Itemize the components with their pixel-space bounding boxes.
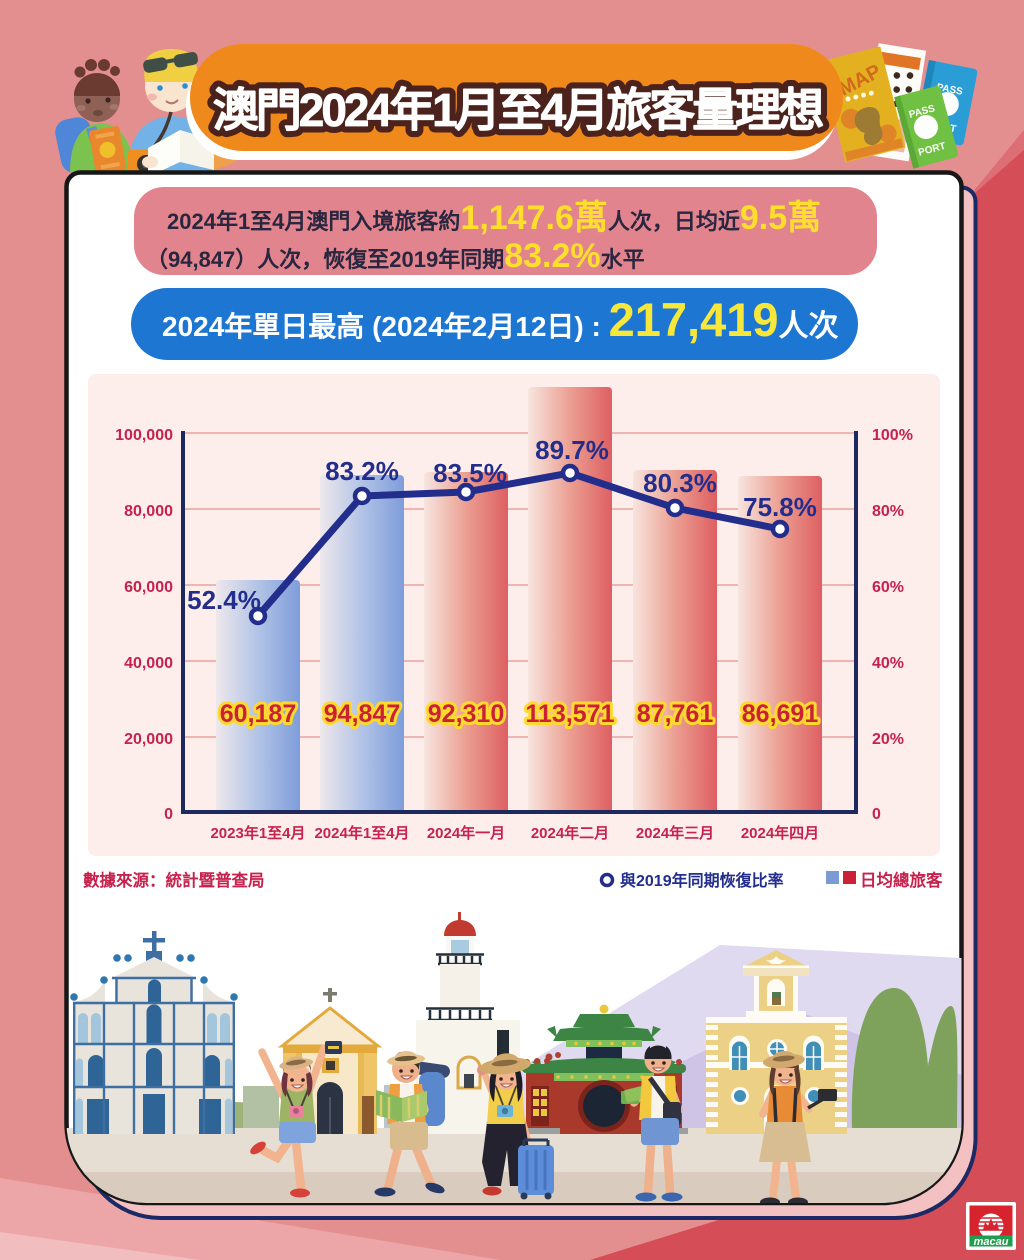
svg-text:2023年1至4月: 2023年1至4月 bbox=[210, 824, 305, 842]
svg-text:87,761: 87,761 bbox=[637, 700, 714, 728]
svg-text:40%: 40% bbox=[872, 655, 904, 672]
svg-text:75.8%: 75.8% bbox=[743, 492, 817, 522]
svg-text:52.4%: 52.4% bbox=[187, 585, 261, 615]
svg-text:20,000: 20,000 bbox=[124, 731, 173, 748]
svg-text:macau: macau bbox=[974, 1236, 1009, 1248]
svg-text:40,000: 40,000 bbox=[124, 655, 173, 672]
svg-text:2024年四月: 2024年四月 bbox=[741, 824, 819, 842]
svg-text:60,000: 60,000 bbox=[124, 579, 173, 596]
svg-text:數據來源：統計暨普查局: 數據來源：統計暨普查局 bbox=[83, 870, 265, 890]
svg-text:83.5%: 83.5% bbox=[433, 458, 507, 488]
svg-text:100,000: 100,000 bbox=[115, 427, 173, 444]
svg-text:0: 0 bbox=[164, 806, 173, 823]
svg-text:0: 0 bbox=[872, 806, 881, 823]
svg-text:PASS: PASS bbox=[936, 82, 964, 98]
svg-text:日均總旅客: 日均總旅客 bbox=[860, 870, 943, 890]
svg-text:2024年1至4月: 2024年1至4月 bbox=[314, 824, 409, 842]
svg-text:澳門2024年1月至4月旅客量理想: 澳門2024年1月至4月旅客量理想 bbox=[213, 84, 823, 136]
svg-text:2024年三月: 2024年三月 bbox=[636, 824, 714, 842]
svg-text:113,571: 113,571 bbox=[526, 700, 615, 728]
svg-text:94,847: 94,847 bbox=[324, 700, 400, 728]
svg-text:與2019年同期恢復比率: 與2019年同期恢復比率 bbox=[620, 871, 784, 890]
svg-text:100%: 100% bbox=[872, 427, 913, 444]
svg-text:92,310: 92,310 bbox=[428, 700, 504, 728]
svg-text:60,187: 60,187 bbox=[220, 700, 296, 728]
svg-text:89.7%: 89.7% bbox=[535, 435, 609, 465]
svg-text:（94,847）人次，恢復至2019年同期83.2%水平: （94,847）人次，恢復至2019年同期83.2%水平 bbox=[146, 237, 645, 275]
svg-text:80%: 80% bbox=[872, 503, 904, 520]
svg-text:2024年一月: 2024年一月 bbox=[427, 824, 505, 842]
svg-text:60%: 60% bbox=[872, 579, 904, 596]
svg-text:80.3%: 80.3% bbox=[643, 468, 717, 498]
svg-text:83.2%: 83.2% bbox=[325, 456, 399, 486]
svg-text:2024年二月: 2024年二月 bbox=[531, 824, 609, 842]
svg-text:澳門2024年1月至4月旅客量理想: 澳門2024年1月至4月旅客量理想 bbox=[213, 84, 823, 136]
svg-text:86,691: 86,691 bbox=[742, 700, 819, 728]
svg-text:80,000: 80,000 bbox=[124, 503, 173, 520]
svg-text:20%: 20% bbox=[872, 731, 904, 748]
